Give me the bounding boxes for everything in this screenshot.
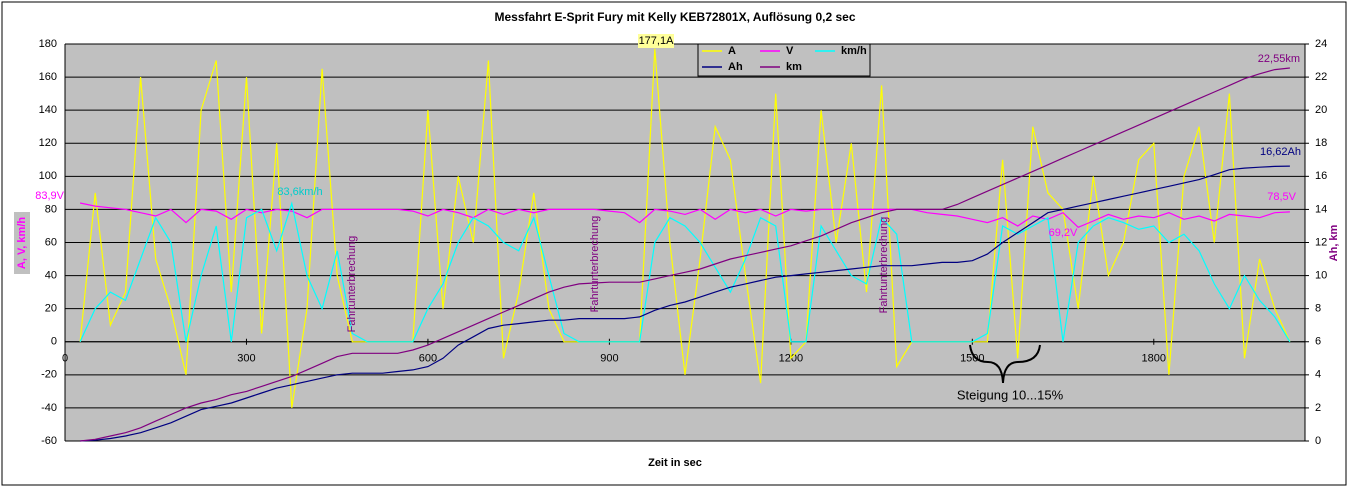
- y2-tick-label: 2: [1315, 402, 1321, 414]
- brace: [969, 344, 1041, 384]
- annotation: 16,62Ah: [1260, 146, 1301, 158]
- y-tick-label: 60: [45, 236, 57, 248]
- legend-label: km: [786, 61, 802, 73]
- y-tick-label: -20: [41, 369, 57, 381]
- annotation: 177,1A: [639, 35, 675, 47]
- x-axis-label: Zeit in sec: [648, 457, 702, 469]
- y-tick-label: 160: [39, 71, 57, 83]
- x-tick-label: 300: [237, 353, 255, 365]
- y2-tick-label: 10: [1315, 269, 1327, 281]
- annotation-bg: [638, 34, 674, 48]
- y2-axis-label: Ah, km: [1328, 224, 1340, 261]
- legend-label: km/h: [841, 45, 867, 57]
- y2-tick-label: 22: [1315, 71, 1327, 83]
- annotation: 78,5V: [1267, 191, 1296, 203]
- series-line: [79, 201, 1291, 343]
- y-tick-label: 140: [39, 104, 57, 116]
- annotation: Fahrtunterbrechung: [878, 217, 890, 314]
- series-line: [80, 67, 1290, 442]
- series-line: [79, 202, 1290, 229]
- y-tick-label: 40: [45, 269, 57, 281]
- y2-tick-label: 18: [1315, 137, 1327, 149]
- y2-tick-label: 0: [1315, 435, 1321, 447]
- y2-tick-label: 4: [1315, 369, 1321, 381]
- annotation: 22,55km: [1258, 53, 1300, 65]
- y2-tick-label: 6: [1315, 336, 1321, 348]
- y2-tick-label: 14: [1315, 203, 1327, 215]
- y-label-box: [14, 212, 30, 274]
- annotation: 83,9V: [35, 190, 64, 202]
- x-tick-label: 600: [419, 353, 437, 365]
- legend-box: [697, 43, 871, 77]
- y-tick-label: -40: [41, 402, 57, 414]
- x-tick-label: 1800: [1142, 353, 1166, 365]
- annotation: Fahrtunterbrechung: [346, 236, 358, 333]
- series-line: [79, 48, 1291, 408]
- y-tick-label: 0: [51, 336, 57, 348]
- y-tick-label: 20: [45, 303, 57, 315]
- annotation: Steigung 10...15%: [957, 387, 1064, 402]
- y2-tick-label: 12: [1315, 236, 1327, 248]
- y-axis-label: A, V, km/h: [16, 217, 28, 269]
- y-tick-label: -60: [41, 435, 57, 447]
- x-tick-label: 900: [600, 353, 618, 365]
- legend-label: V: [786, 45, 794, 57]
- series-line: [80, 165, 1290, 442]
- chart-title: Messfahrt E-Sprit Fury mit Kelly KEB7280…: [495, 10, 856, 24]
- legend-label: A: [728, 45, 736, 57]
- annotation: 83,6km/h: [277, 186, 322, 198]
- y2-tick-label: 16: [1315, 170, 1327, 182]
- y2-tick-label: 20: [1315, 104, 1327, 116]
- y2-tick-label: 24: [1315, 38, 1327, 50]
- annotation: 69,2V: [1049, 227, 1078, 239]
- y-tick-label: 80: [45, 203, 57, 215]
- annotation: Fahrtunterbrechung: [589, 216, 601, 313]
- x-tick-label: 1500: [960, 353, 984, 365]
- legend-label: Ah: [728, 61, 743, 73]
- y-tick-label: 120: [39, 137, 57, 149]
- y-tick-label: 180: [39, 38, 57, 50]
- y-tick-label: 100: [39, 170, 57, 182]
- y2-tick-label: 8: [1315, 303, 1321, 315]
